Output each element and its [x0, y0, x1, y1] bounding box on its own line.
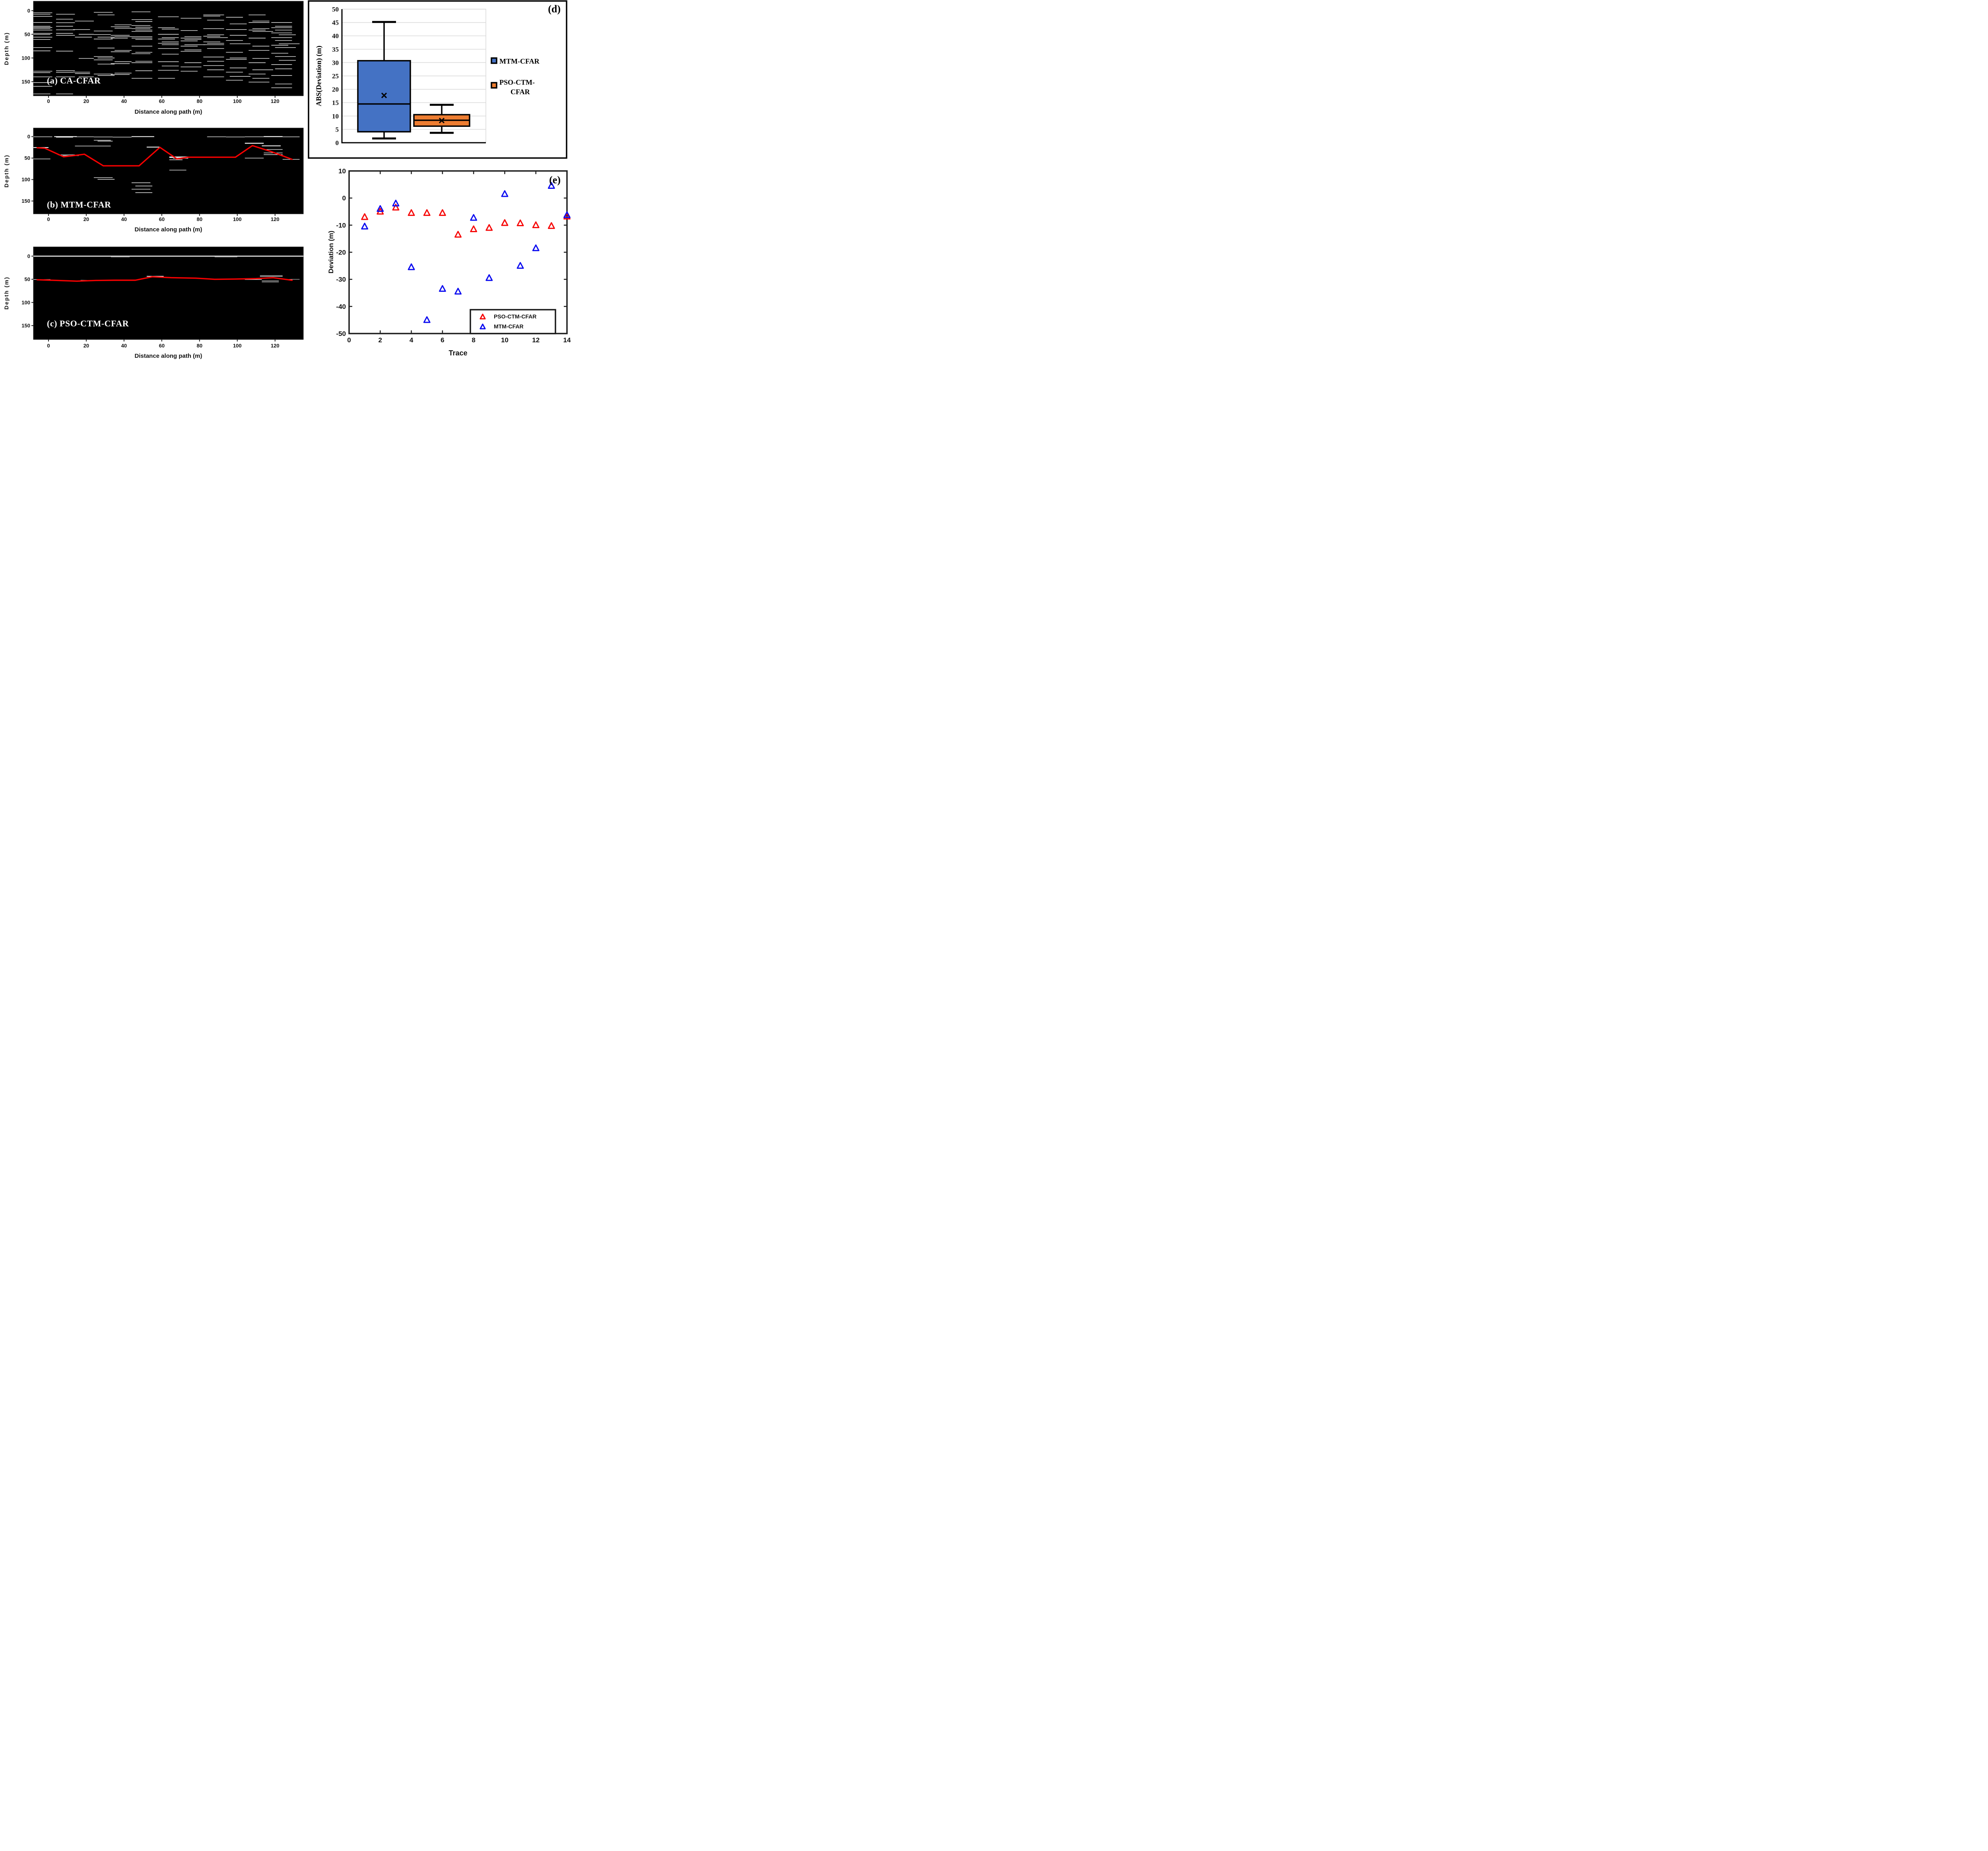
- svg-text:45: 45: [332, 19, 339, 27]
- svg-text:-40: -40: [336, 303, 346, 310]
- legend-swatch-mtm: [491, 57, 497, 64]
- svg-text:0: 0: [47, 343, 50, 349]
- panel-c-chart: 0 20 40 60 80 100 120 0 50 100 150: [21, 246, 304, 349]
- svg-text:35: 35: [332, 46, 339, 53]
- svg-text:0: 0: [27, 134, 30, 140]
- svg-text:50: 50: [332, 6, 339, 13]
- svg-text:0: 0: [347, 336, 351, 344]
- boxplot-chart: 0 5 10 15 20 25 30 35 40 45 50: [308, 0, 567, 159]
- scatter-chart: 0 2 4 6 8 10 12 14 10 0 -10 -20 -30 -40 -50: [336, 167, 571, 344]
- svg-text:-50: -50: [336, 330, 346, 338]
- scatter-y-axis-title: Deviation (m): [327, 231, 335, 274]
- svg-text:120: 120: [271, 343, 280, 349]
- svg-text:-10: -10: [336, 221, 346, 229]
- svg-text:30: 30: [332, 59, 339, 66]
- panel-b-y-axis-title: Depth (m): [3, 154, 10, 188]
- svg-text:50: 50: [25, 31, 30, 37]
- svg-text:20: 20: [83, 98, 89, 104]
- svg-text:20: 20: [332, 86, 339, 93]
- legend-swatch-pso: [491, 82, 497, 89]
- svg-text:25: 25: [332, 72, 339, 80]
- svg-text:20: 20: [83, 216, 89, 222]
- boxplot-y-axis-title: ABS(Deviation) (m): [315, 45, 323, 107]
- boxplot-legend-item-mtm: MTM-CFAR: [499, 57, 540, 65]
- svg-text:80: 80: [197, 98, 202, 104]
- panel-c-label: (c) PSO-CTM-CFAR: [47, 318, 129, 328]
- svg-text:10: 10: [501, 336, 509, 344]
- svg-text:150: 150: [21, 198, 30, 204]
- svg-text:40: 40: [332, 32, 339, 40]
- svg-text:60: 60: [159, 98, 165, 104]
- svg-text:50: 50: [25, 155, 30, 161]
- svg-text:100: 100: [21, 55, 30, 61]
- svg-text:8: 8: [472, 336, 475, 344]
- svg-text:80: 80: [197, 343, 202, 349]
- boxplot-legend-item-pso-line1: PSO-CTM-: [499, 78, 535, 86]
- svg-text:100: 100: [21, 177, 30, 182]
- svg-text:20: 20: [83, 343, 89, 349]
- svg-text:100: 100: [233, 98, 242, 104]
- boxplot-legend-item-pso-line2: CFAR: [511, 88, 530, 96]
- svg-text:40: 40: [121, 343, 127, 349]
- panel-c-x-axis-title: Distance along path (m): [134, 353, 202, 359]
- svg-text:-20: -20: [336, 249, 346, 256]
- svg-text:0: 0: [27, 8, 30, 14]
- svg-text:50: 50: [25, 276, 30, 282]
- scatter-panel-label: (e): [549, 174, 561, 186]
- svg-text:2: 2: [379, 336, 382, 344]
- boxplot-panel-label: (d): [548, 3, 561, 15]
- svg-text:100: 100: [233, 216, 242, 222]
- svg-text:10: 10: [338, 167, 346, 175]
- svg-text:-30: -30: [336, 276, 346, 283]
- svg-text:0: 0: [47, 98, 50, 104]
- svg-text:40: 40: [121, 98, 127, 104]
- svg-text:150: 150: [21, 79, 30, 85]
- svg-text:120: 120: [271, 216, 280, 222]
- svg-text:80: 80: [197, 216, 202, 222]
- panel-a-y-axis-title: Depth (m): [3, 32, 10, 65]
- svg-text:4: 4: [410, 336, 414, 344]
- scatter-x-axis-title: Trace: [448, 349, 468, 357]
- panel-a-chart: 0 20 40 60 80 100 120 0 50 100 150: [21, 1, 304, 104]
- panel-c-y-axis-title: Depth (m): [3, 276, 10, 310]
- svg-text:60: 60: [159, 343, 165, 349]
- svg-text:14: 14: [563, 336, 571, 344]
- svg-text:100: 100: [233, 343, 242, 349]
- figure-canvas: 0 20 40 60 80 100 120 0 50 100 150 0 20 40 60 80 100 120 0…: [0, 0, 577, 370]
- svg-text:10: 10: [332, 113, 339, 120]
- panel-b-x-axis-title: Distance along path (m): [134, 226, 202, 233]
- scatter-legend-box: [470, 309, 556, 334]
- svg-text:120: 120: [271, 98, 280, 104]
- svg-text:0: 0: [342, 194, 346, 202]
- scatter-legend-item-mtm: MTM-CFAR: [494, 323, 524, 330]
- svg-text:0: 0: [27, 253, 30, 259]
- panel-a-label: (a) CA-CFAR: [47, 76, 101, 85]
- svg-text:0: 0: [47, 216, 50, 222]
- svg-text:15: 15: [332, 99, 339, 107]
- scatter-legend-item-pso: PSO-CTM-CFAR: [494, 313, 537, 320]
- svg-text:150: 150: [21, 323, 30, 329]
- svg-text:0: 0: [336, 139, 339, 147]
- svg-text:12: 12: [532, 336, 540, 344]
- panel-b-label: (b) MTM-CFAR: [47, 200, 111, 210]
- svg-text:40: 40: [121, 216, 127, 222]
- svg-text:100: 100: [21, 299, 30, 305]
- svg-text:5: 5: [336, 126, 339, 133]
- svg-text:60: 60: [159, 216, 165, 222]
- svg-text:6: 6: [441, 336, 444, 344]
- panel-a-x-axis-title: Distance along path (m): [134, 109, 202, 115]
- panel-b-chart: 0 20 40 60 80 100 120 0 50 100 150: [21, 128, 304, 222]
